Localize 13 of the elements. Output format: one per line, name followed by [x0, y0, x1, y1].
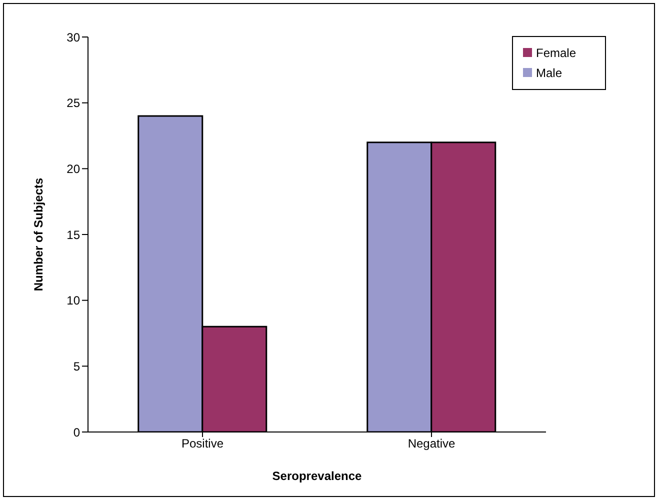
x-tick-label: Negative [408, 436, 456, 451]
y-tick-label: 0 [73, 425, 80, 440]
legend-label: Female [536, 46, 576, 60]
y-tick-label: 30 [66, 30, 80, 44]
y-tick-label: 15 [66, 228, 80, 242]
y-axis-title: Number of Subjects [31, 178, 46, 292]
y-tick-label: 5 [73, 359, 80, 374]
x-axis-title: Seroprevalence [272, 469, 362, 483]
y-tick-label: 10 [66, 294, 80, 308]
y-tick-label: 25 [66, 96, 80, 110]
legend-label: Male [536, 66, 562, 80]
y-tick-label: 20 [66, 162, 80, 176]
x-tick-label: Positive [181, 436, 224, 451]
